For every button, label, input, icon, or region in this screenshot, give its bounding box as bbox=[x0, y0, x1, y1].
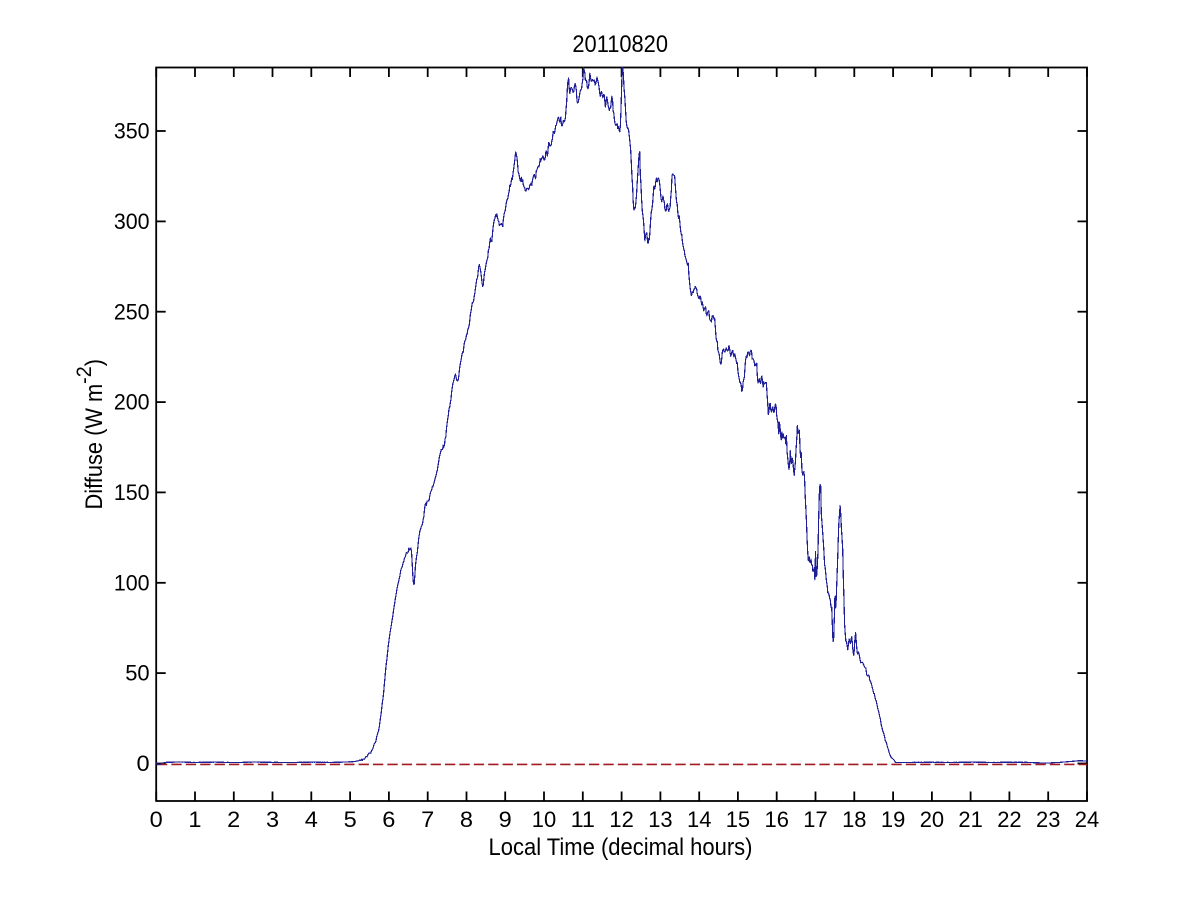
svg-text:24: 24 bbox=[1075, 807, 1099, 832]
svg-text:20110820: 20110820 bbox=[572, 31, 668, 58]
svg-text:16: 16 bbox=[765, 807, 789, 832]
svg-text:4: 4 bbox=[305, 807, 318, 832]
svg-text:5: 5 bbox=[344, 807, 357, 832]
svg-text:10: 10 bbox=[532, 807, 556, 832]
svg-text:350: 350 bbox=[114, 119, 150, 144]
svg-text:13: 13 bbox=[648, 807, 672, 832]
svg-text:11: 11 bbox=[571, 807, 595, 832]
svg-text:2: 2 bbox=[227, 807, 240, 832]
svg-text:300: 300 bbox=[114, 209, 150, 234]
svg-text:20: 20 bbox=[920, 807, 944, 832]
svg-text:100: 100 bbox=[114, 570, 150, 595]
svg-text:7: 7 bbox=[421, 807, 434, 832]
svg-text:3: 3 bbox=[266, 807, 279, 832]
svg-text:8: 8 bbox=[460, 807, 473, 832]
svg-text:18: 18 bbox=[842, 807, 866, 832]
svg-text:Local Time (decimal hours): Local Time (decimal hours) bbox=[489, 834, 753, 861]
svg-text:150: 150 bbox=[114, 480, 150, 505]
svg-text:9: 9 bbox=[499, 807, 512, 832]
svg-text:250: 250 bbox=[114, 299, 150, 324]
svg-text:22: 22 bbox=[997, 807, 1021, 832]
svg-text:1: 1 bbox=[188, 807, 201, 832]
svg-text:50: 50 bbox=[125, 661, 149, 686]
svg-text:12: 12 bbox=[609, 807, 633, 832]
svg-text:14: 14 bbox=[687, 807, 711, 832]
svg-text:17: 17 bbox=[803, 807, 827, 832]
svg-text:200: 200 bbox=[114, 390, 150, 415]
svg-text:19: 19 bbox=[881, 807, 905, 832]
svg-text:0: 0 bbox=[150, 807, 163, 832]
svg-text:15: 15 bbox=[726, 807, 750, 832]
svg-text:6: 6 bbox=[382, 807, 395, 832]
svg-text:21: 21 bbox=[958, 807, 982, 832]
svg-text:23: 23 bbox=[1036, 807, 1060, 832]
svg-text:0: 0 bbox=[137, 751, 150, 776]
